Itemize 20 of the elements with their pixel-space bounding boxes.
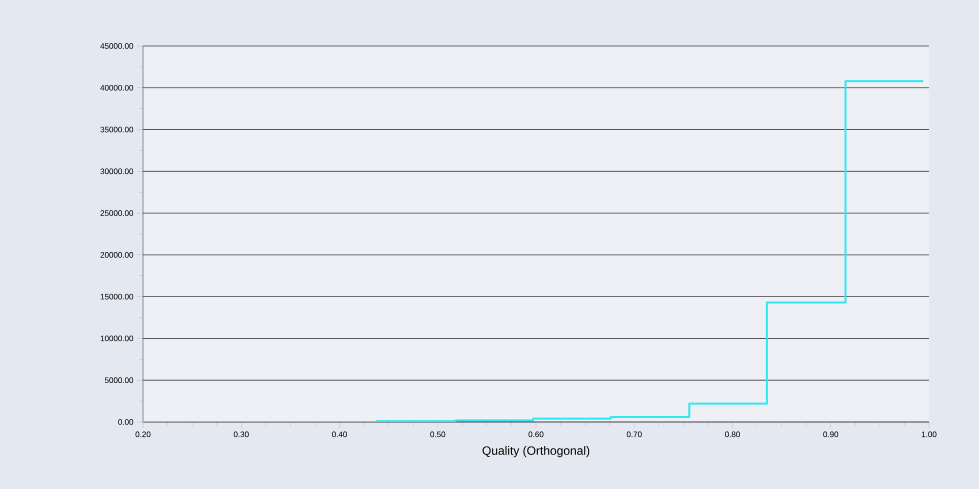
y-tick-label: 15000.00: [100, 294, 134, 300]
y-tick-label: 20000.00: [100, 252, 134, 258]
y-tick-label: 5000.00: [104, 377, 134, 384]
x-tick-label: 0.30: [234, 432, 249, 438]
x-tick-label: 0.20: [136, 432, 150, 438]
x-tick-label: 0.90: [823, 432, 838, 438]
y-tick-label: 0.00: [118, 419, 134, 425]
y-tick-label: 40000.00: [100, 84, 134, 91]
x-tick-label: 0.80: [725, 432, 740, 438]
x-tick-label: 0.70: [626, 432, 642, 438]
x-tick-label: 0.50: [430, 432, 446, 438]
y-tick-label: 30000.00: [100, 168, 134, 174]
x-tick-label: 0.60: [528, 432, 544, 438]
y-tick-label: 35000.00: [100, 126, 134, 132]
y-tick-label: 25000.00: [100, 210, 134, 216]
x-axis-title: Quality (Orthogonal): [482, 446, 590, 458]
x-tick-label: 1.00: [922, 432, 936, 438]
y-tick-label: 45000.00: [100, 43, 134, 49]
y-tick-label: 10000.00: [100, 336, 134, 342]
x-tick-label: 0.40: [332, 432, 347, 438]
